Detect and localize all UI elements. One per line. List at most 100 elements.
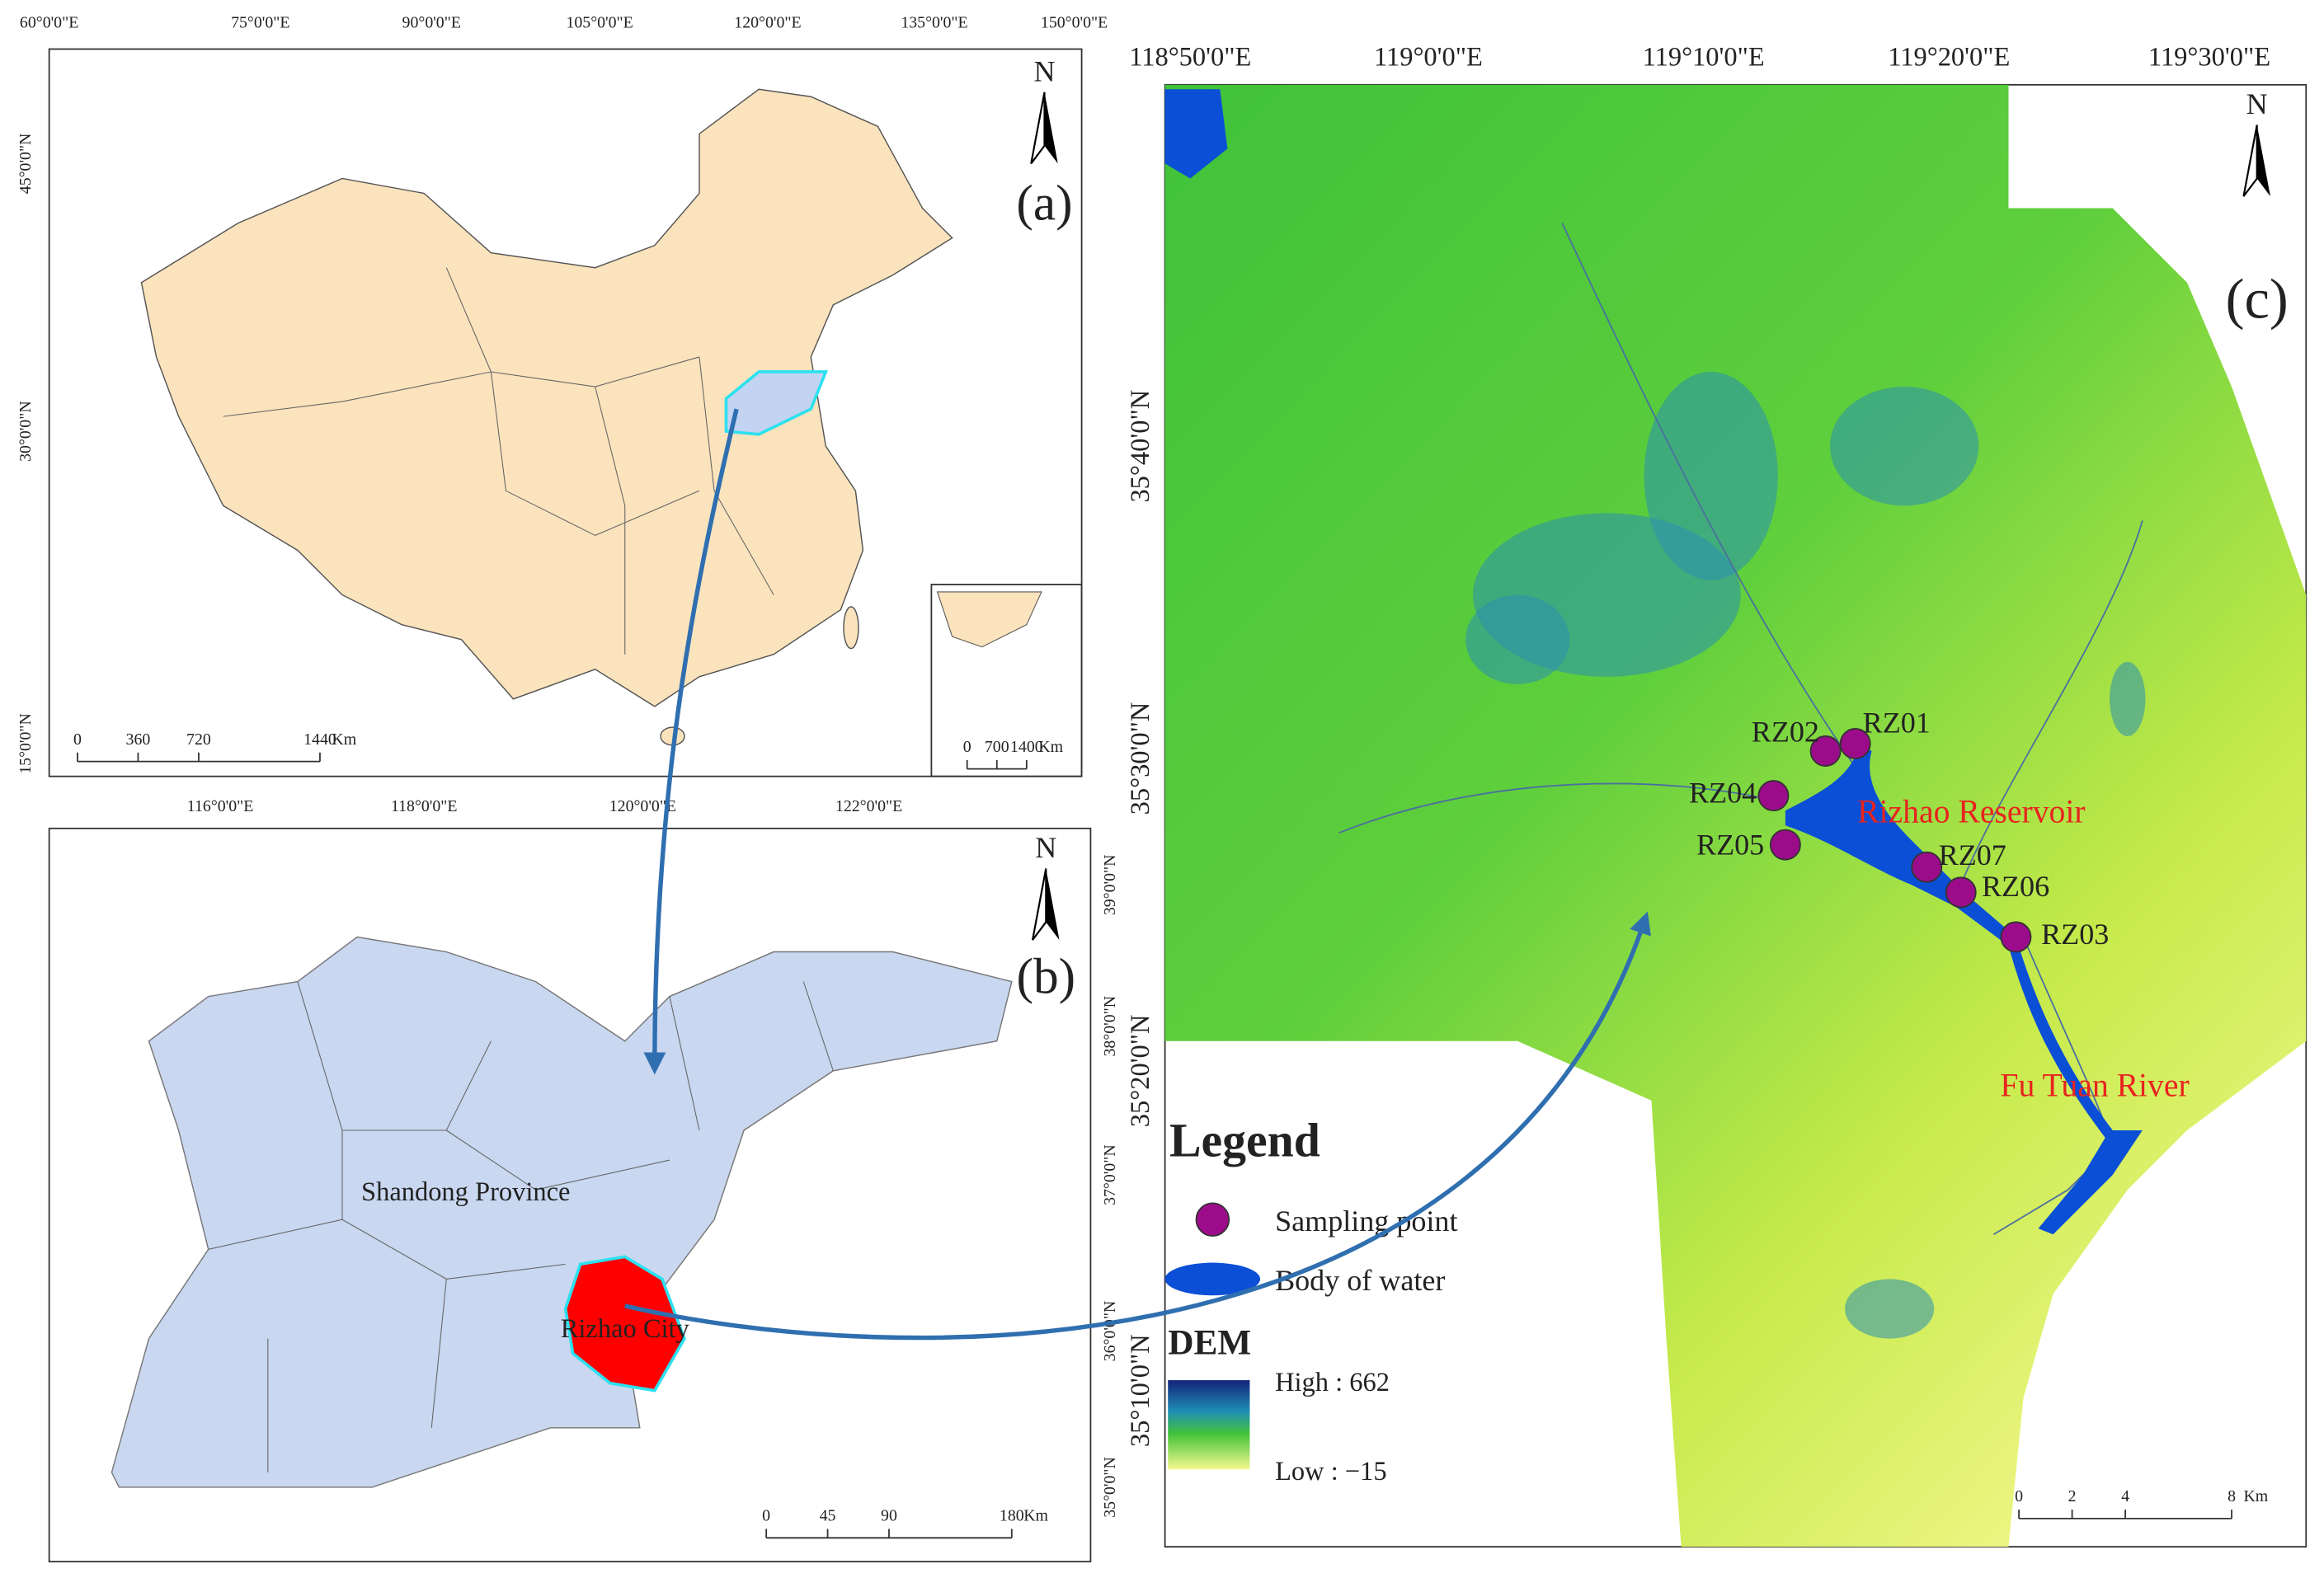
lon-tick: 150°0'0"E	[1041, 13, 1108, 31]
highland	[1829, 387, 1979, 506]
lon-tick: 135°0'0"E	[901, 13, 967, 31]
scale-label: 45	[820, 1507, 836, 1525]
lon-tick: 75°0'0"E	[231, 13, 289, 31]
north-label: N	[2246, 87, 2268, 120]
legend-item: Body of water	[1275, 1264, 1445, 1297]
lon-tick: 90°0'0"E	[402, 13, 461, 31]
north-arrow	[2256, 124, 2270, 197]
scale-label: 0	[762, 1507, 770, 1525]
lat-tick: 35°30'0"N	[1126, 702, 1155, 815]
scale-unit: Km	[1023, 1507, 1048, 1525]
lat-tick: 15°0'0"N	[16, 713, 35, 774]
scale-label: 360	[126, 730, 151, 749]
legend-item: Sampling point	[1275, 1205, 1457, 1238]
panel-frame	[48, 48, 1083, 777]
highland	[1644, 371, 1778, 580]
scale-label: 0	[73, 730, 82, 749]
point-label: RZ01	[1863, 707, 1931, 740]
province-boundaries	[223, 267, 774, 655]
lon-tick: 116°0'0"E	[187, 797, 254, 815]
north-label: N	[1035, 831, 1056, 864]
lon-tick: 119°0'0"E	[1374, 43, 1483, 73]
legend-item: High : 662	[1275, 1368, 1390, 1397]
lat-tick: 39°0'0"N	[1101, 855, 1119, 916]
lat-tick: 35°0'0"N	[1101, 1457, 1119, 1518]
scale-unit: Km	[1038, 738, 1063, 756]
scale-unit: Km	[2243, 1487, 2268, 1505]
north-label: N	[1033, 54, 1055, 87]
lon-tick: 120°0'0"E	[734, 13, 801, 31]
region-label: Shandong Province	[361, 1177, 570, 1207]
north-arrow	[2242, 124, 2258, 197]
lat-tick: 35°40'0"N	[1126, 390, 1155, 503]
scale-label: 1440	[303, 730, 336, 749]
point-label: RZ06	[1982, 870, 2049, 903]
sampling-point	[1839, 728, 1871, 759]
city-boundaries	[208, 981, 834, 1472]
north-arrow	[1046, 868, 1060, 941]
lon-tick: 119°10'0"E	[1643, 43, 1765, 73]
fu-tuan-river	[2008, 937, 2143, 1235]
sampling-point	[1757, 780, 1790, 812]
lat-tick: 36°0'0"N	[1101, 1301, 1119, 1362]
scale-label: 0	[963, 738, 971, 756]
sampling-point	[1911, 851, 1943, 883]
taiwan	[843, 606, 859, 650]
lon-tick: 120°0'0"E	[609, 797, 676, 815]
rizhao-city	[563, 1255, 686, 1392]
sampling-point	[2000, 921, 2032, 953]
connector-arrow	[643, 408, 739, 1075]
lon-tick: 119°20'0"E	[1888, 43, 2010, 73]
point-label: RZ07	[1939, 838, 2006, 871]
lat-tick: 35°10'0"N	[1126, 1334, 1155, 1447]
panel-frame	[48, 827, 1092, 1563]
panel-label: (b)	[1017, 949, 1076, 1005]
scale-unit: Km	[332, 730, 356, 749]
north-arrow	[1031, 868, 1047, 941]
scale-label: 90	[881, 1507, 897, 1525]
dem-raster	[1164, 84, 2307, 1547]
shandong-map	[111, 936, 1013, 1488]
lon-tick: 122°0'0"E	[835, 797, 902, 815]
north-arrow	[1030, 92, 1046, 165]
legend-symbol	[1164, 1262, 1261, 1296]
lat-tick: 35°20'0"N	[1126, 1014, 1155, 1127]
feature-label: Fu Tuan River	[2000, 1068, 2189, 1104]
lon-tick: 105°0'0"E	[566, 13, 633, 31]
point-label: RZ04	[1689, 776, 1757, 809]
lon-tick: 118°50'0"E	[1129, 43, 1251, 73]
north-arrow	[1044, 92, 1058, 164]
scale-label: 700	[985, 738, 1009, 756]
scale-label: 1400	[1010, 738, 1043, 756]
highland	[1465, 594, 1570, 684]
point-label: RZ02	[1752, 715, 1819, 748]
region-label: Rizhao City	[561, 1314, 690, 1344]
lat-tick: 45°0'0"N	[16, 134, 35, 195]
scale-label: 720	[186, 730, 211, 749]
lat-tick: 37°0'0"N	[1101, 1144, 1119, 1205]
panel-label: (c)	[2226, 268, 2289, 331]
lon-tick: 60°0'0"E	[20, 13, 78, 31]
scale-label: 0	[2015, 1487, 2023, 1505]
water-body	[1164, 89, 1228, 179]
sampling-point	[1769, 829, 1801, 861]
legend-title: Legend	[1169, 1115, 1320, 1167]
dem-colorbar	[1168, 1380, 1250, 1470]
highland	[1845, 1279, 1935, 1339]
scale-label: 8	[2228, 1487, 2236, 1505]
scale-label: 2	[2068, 1487, 2077, 1505]
scale-label: 4	[2121, 1487, 2129, 1505]
lat-tick: 38°0'0"N	[1101, 996, 1119, 1057]
scale-label: 180	[1000, 1507, 1024, 1525]
china-map	[140, 88, 953, 707]
highland	[2110, 661, 2146, 736]
connector-arrow	[624, 911, 1651, 1341]
inset-map	[936, 591, 1042, 648]
panel-label: (a)	[1016, 176, 1072, 232]
sampling-point	[1809, 735, 1842, 767]
river	[1338, 223, 2143, 1236]
lon-tick: 118°0'0"E	[391, 797, 458, 815]
lon-tick: 119°30'0"E	[2148, 43, 2270, 73]
point-label: RZ05	[1696, 829, 1764, 862]
